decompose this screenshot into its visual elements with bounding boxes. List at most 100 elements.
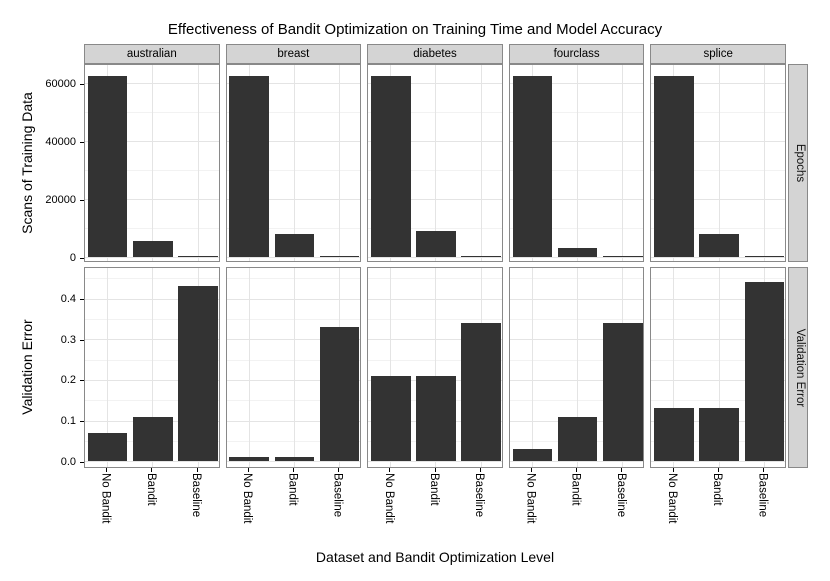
gridline-minor	[509, 359, 644, 361]
x-tick-mark	[530, 468, 532, 472]
gridline-major	[226, 199, 361, 201]
gridline-major	[368, 83, 502, 85]
bar-validation-error-breast-bandit	[274, 457, 315, 462]
gridline-minor	[509, 278, 644, 280]
gridline-minor	[651, 228, 785, 230]
gridline-major	[651, 339, 785, 341]
gridline-vertical	[152, 65, 154, 261]
x-tick-mark	[717, 468, 719, 472]
bar-validation-error-diabetes-no-bandit	[371, 375, 411, 462]
x-tick-mark	[151, 468, 153, 472]
y-tick-mark	[79, 199, 84, 201]
gridline-major	[226, 257, 361, 258]
x-tick-label-splice-no-bandit: No Bandit	[666, 473, 678, 524]
facet-strip-breast: breast	[225, 44, 362, 64]
gridline-minor	[509, 400, 644, 402]
gridline-vertical	[480, 65, 482, 261]
panel-validation-error-splice	[650, 267, 786, 468]
x-tick-mark	[479, 468, 481, 472]
x-tick-mark	[672, 468, 674, 472]
panel-epochs-australian	[84, 64, 220, 262]
gridline-minor	[85, 359, 219, 361]
x-tick-mark	[196, 468, 198, 472]
bar-validation-error-australian-no-bandit	[87, 432, 128, 462]
gridline-major	[509, 257, 644, 258]
bar-validation-error-fourclass-baseline	[603, 322, 643, 462]
gridline-major	[226, 339, 361, 341]
x-tick-label-fourclass-no-bandit: No Bandit	[524, 473, 537, 524]
gridline-minor	[226, 170, 361, 172]
facet-strip-fourclass: fourclass	[508, 44, 645, 64]
x-tick-label-australian-no-bandit: No Bandit	[99, 473, 112, 524]
bar-epochs-diabetes-baseline	[461, 255, 501, 257]
gridline-minor	[651, 400, 785, 402]
bar-validation-error-breast-no-bandit	[229, 457, 269, 462]
bar-validation-error-diabetes-baseline	[461, 322, 501, 462]
row-strip-label-validation-error: Validation Error	[794, 328, 806, 407]
y-tick-label: 60000	[45, 77, 76, 90]
gridline-major	[85, 257, 219, 258]
x-tick-label-australian-bandit: Bandit	[144, 473, 157, 506]
gridline-minor	[509, 112, 644, 114]
gridline-minor	[85, 278, 219, 280]
x-tick-mark	[106, 468, 108, 472]
gridline-major	[368, 339, 502, 341]
gridline-vertical	[577, 268, 579, 467]
bar-epochs-diabetes-no-bandit	[371, 76, 411, 257]
x-tick-label-australian-baseline: Baseline	[190, 473, 202, 518]
gridline-minor	[226, 400, 361, 402]
gridline-minor	[368, 359, 502, 361]
gridline-minor	[651, 112, 785, 114]
gridline-minor	[85, 228, 219, 230]
gridline-vertical	[673, 268, 675, 467]
gridline-minor	[85, 112, 219, 114]
gridline-major	[368, 298, 502, 300]
bar-epochs-splice-no-bandit	[654, 76, 694, 257]
gridline-major	[85, 379, 219, 381]
x-tick-mark	[762, 468, 764, 472]
gridline-major	[226, 141, 361, 143]
bar-validation-error-diabetes-bandit	[416, 375, 456, 462]
x-tick-label-diabetes-no-bandit: No Bandit	[382, 473, 395, 524]
y-tick-mark	[79, 299, 84, 301]
gridline-major	[226, 379, 361, 381]
x-tick-label-fourclass-bandit: Bandit	[569, 473, 582, 506]
gridline-minor	[651, 278, 785, 280]
bar-validation-error-fourclass-no-bandit	[512, 449, 553, 462]
gridline-minor	[509, 170, 644, 172]
gridline-major	[509, 141, 644, 143]
x-tick-mark	[621, 468, 623, 472]
gridline-major	[85, 461, 219, 463]
row-strip-epochs: Epochs	[788, 64, 808, 262]
y-tick-label: 20000	[45, 193, 76, 206]
gridline-major	[85, 339, 219, 341]
gridline-minor	[368, 318, 502, 320]
y-tick-mark	[79, 83, 84, 85]
x-tick-mark	[247, 468, 249, 472]
y-axis-title-epochs: Scans of Training Data	[19, 92, 35, 234]
y-tick-label: 0.0	[60, 455, 76, 468]
gridline-minor	[368, 228, 502, 230]
gridline-major	[651, 199, 785, 201]
gridline-minor	[226, 278, 361, 280]
bar-epochs-australian-no-bandit	[87, 76, 128, 257]
gridline-major	[509, 461, 644, 463]
x-tick-mark	[338, 468, 340, 472]
y-tick-mark	[79, 257, 84, 259]
bar-epochs-fourclass-baseline	[603, 255, 643, 257]
x-tick-label-breast-no-bandit: No Bandit	[241, 473, 254, 524]
x-tick-label-breast-baseline: Baseline	[331, 473, 344, 518]
bar-epochs-fourclass-no-bandit	[512, 76, 553, 257]
gridline-major	[368, 257, 502, 258]
panel-epochs-diabetes	[367, 64, 503, 262]
panel-validation-error-australian	[84, 267, 220, 468]
bar-epochs-breast-no-bandit	[229, 76, 269, 257]
gridline-minor	[651, 359, 785, 361]
gridline-minor	[85, 170, 219, 172]
x-tick-label-breast-bandit: Bandit	[286, 473, 299, 506]
bar-validation-error-australian-bandit	[133, 416, 173, 462]
x-tick-label-splice-baseline: Baseline	[756, 473, 769, 518]
gridline-vertical	[390, 268, 392, 467]
gridline-major	[85, 298, 219, 300]
